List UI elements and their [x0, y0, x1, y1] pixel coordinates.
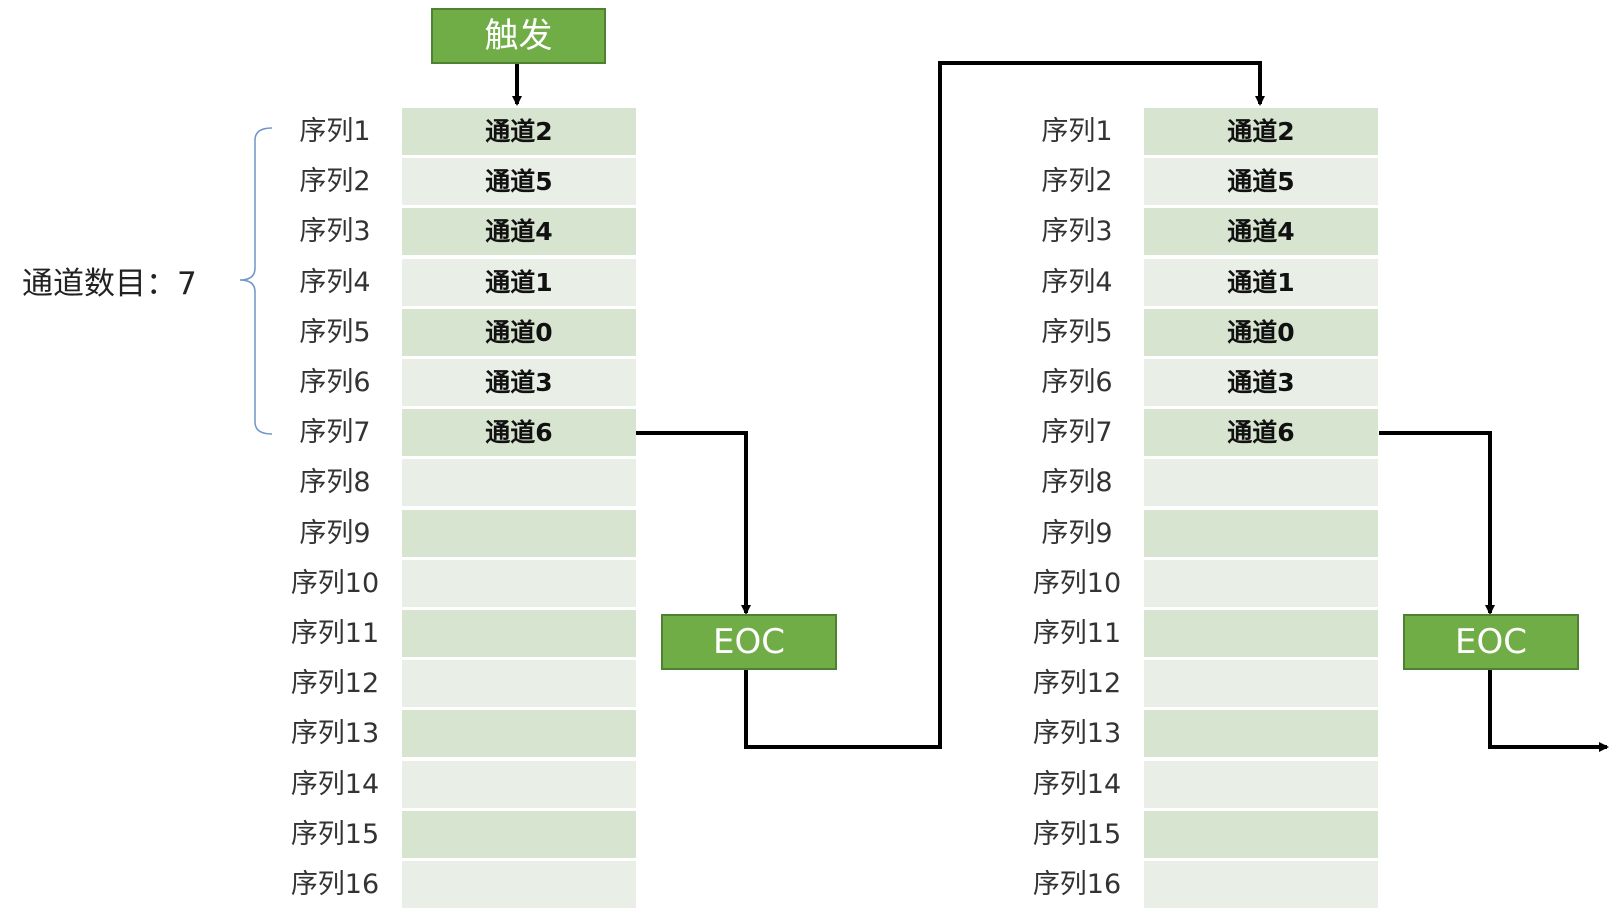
channel-count-label: 通道数目：7: [22, 266, 197, 302]
trigger-box: 触发: [431, 8, 606, 64]
right-sequence-label: 序列4: [1041, 267, 1113, 298]
right-channel-cell: [1144, 811, 1378, 858]
left-sequence-label: 序列1: [299, 116, 371, 147]
right-sequence-label: 序列8: [1041, 467, 1113, 498]
right-sequence-label: 序列9: [1041, 518, 1113, 549]
right-channel-cell: [1144, 560, 1378, 607]
right-channel-cell: [1144, 861, 1378, 908]
right-channel-cell: 通道4: [1144, 208, 1378, 255]
right-sequence-label: 序列7: [1041, 417, 1113, 448]
left-sequence-label: 序列6: [299, 367, 371, 398]
left-sequence-label: 序列15: [290, 819, 380, 850]
right-channel-cell: 通道6: [1144, 409, 1378, 456]
left-channel-cell: [402, 610, 636, 657]
right-sequence-label: 序列16: [1032, 869, 1122, 900]
left-sequence-label: 序列9: [299, 518, 371, 549]
right-channel-cell: 通道3: [1144, 359, 1378, 406]
right-sequence-label: 序列10: [1032, 568, 1122, 599]
right-channel-cell: [1144, 610, 1378, 657]
left-sequence-label: 序列7: [299, 417, 371, 448]
left-channel-cell: [402, 710, 636, 757]
right-channel-cell: 通道0: [1144, 309, 1378, 356]
right-channel-cell: [1144, 660, 1378, 707]
right-channel-cell: 通道2: [1144, 108, 1378, 155]
left-channel-cell: 通道0: [402, 309, 636, 356]
left-sequence-label: 序列16: [290, 869, 380, 900]
left-sequence-label: 序列14: [290, 769, 380, 800]
eoc-arrow-right: [1379, 431, 1495, 615]
right-sequence-label: 序列14: [1032, 769, 1122, 800]
right-channel-cell: 通道5: [1144, 158, 1378, 205]
left-sequence-label: 序列4: [299, 267, 371, 298]
left-channel-cell: 通道5: [402, 158, 636, 205]
left-sequence-label: 序列5: [299, 317, 371, 348]
left-channel-cell: [402, 459, 636, 506]
right-channel-cell: [1144, 459, 1378, 506]
loop-back-arrow: [744, 61, 1265, 749]
left-channel-cell: [402, 811, 636, 858]
right-sequence-label: 序列3: [1041, 216, 1113, 247]
left-channel-cell: 通道2: [402, 108, 636, 155]
right-channel-cell: [1144, 510, 1378, 557]
eoc-arrow-left: [636, 431, 751, 615]
output-arrow: [1488, 669, 1609, 752]
left-channel-cell: 通道3: [402, 359, 636, 406]
right-sequence-label: 序列13: [1032, 718, 1122, 749]
eoc-box-left: EOC: [661, 614, 837, 670]
right-sequence-label: 序列5: [1041, 317, 1113, 348]
left-sequence-label: 序列13: [290, 718, 380, 749]
channel-count-brace: [239, 127, 273, 435]
right-sequence-label: 序列12: [1032, 668, 1122, 699]
right-sequence-label: 序列6: [1041, 367, 1113, 398]
left-sequence-label: 序列11: [290, 618, 380, 649]
right-sequence-label: 序列11: [1032, 618, 1122, 649]
left-channel-cell: 通道6: [402, 409, 636, 456]
right-channel-cell: [1144, 710, 1378, 757]
left-channel-cell: 通道4: [402, 208, 636, 255]
left-channel-cell: [402, 660, 636, 707]
right-channel-cell: 通道1: [1144, 259, 1378, 306]
left-sequence-label: 序列10: [290, 568, 380, 599]
left-sequence-label: 序列3: [299, 216, 371, 247]
right-sequence-label: 序列1: [1041, 116, 1113, 147]
left-channel-cell: [402, 861, 636, 908]
right-sequence-label: 序列15: [1032, 819, 1122, 850]
right-sequence-label: 序列2: [1041, 166, 1113, 197]
right-channel-cell: [1144, 761, 1378, 808]
left-channel-cell: 通道1: [402, 259, 636, 306]
left-sequence-label: 序列8: [299, 467, 371, 498]
left-channel-cell: [402, 761, 636, 808]
left-channel-cell: [402, 560, 636, 607]
left-channel-cell: [402, 510, 636, 557]
left-sequence-label: 序列2: [299, 166, 371, 197]
eoc-box-right: EOC: [1403, 614, 1579, 670]
left-sequence-label: 序列12: [290, 668, 380, 699]
